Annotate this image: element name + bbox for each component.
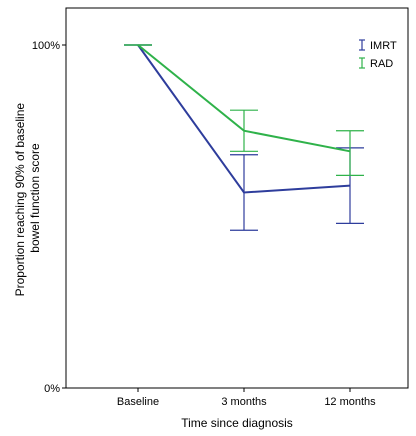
error-bar-imrt-1 (230, 154, 258, 231)
y-axis: 0% 100% (32, 40, 66, 395)
x-tick-label-2: 12 months (324, 396, 376, 408)
x-axis-title: Time since diagnosis (181, 416, 293, 430)
y-tick-label-1: 100% (32, 40, 60, 52)
legend: IMRT RAD (359, 39, 397, 70)
error-bar-rad-2 (336, 130, 364, 176)
legend-entry-rad: RAD (359, 57, 393, 70)
y-axis-title: Proportion reaching 90% of baseline bowe… (13, 100, 42, 297)
x-axis: Baseline 3 months 12 months (117, 388, 376, 408)
y-axis-title-line-1: Proportion reaching 90% of baseline (13, 103, 27, 297)
x-tick-label-0: Baseline (117, 396, 159, 408)
legend-entry-imrt: IMRT (359, 39, 397, 52)
legend-label-imrt: IMRT (370, 40, 397, 52)
y-tick-label-0: 0% (44, 383, 60, 395)
x-tick-label-1: 3 months (221, 396, 267, 408)
legend-label-rad: RAD (370, 58, 393, 70)
y-axis-title-line-2: bowel function score (28, 143, 42, 253)
series-layer (124, 44, 364, 231)
plot-frame (65, 7, 409, 389)
error-bar-rad-1 (230, 109, 258, 152)
